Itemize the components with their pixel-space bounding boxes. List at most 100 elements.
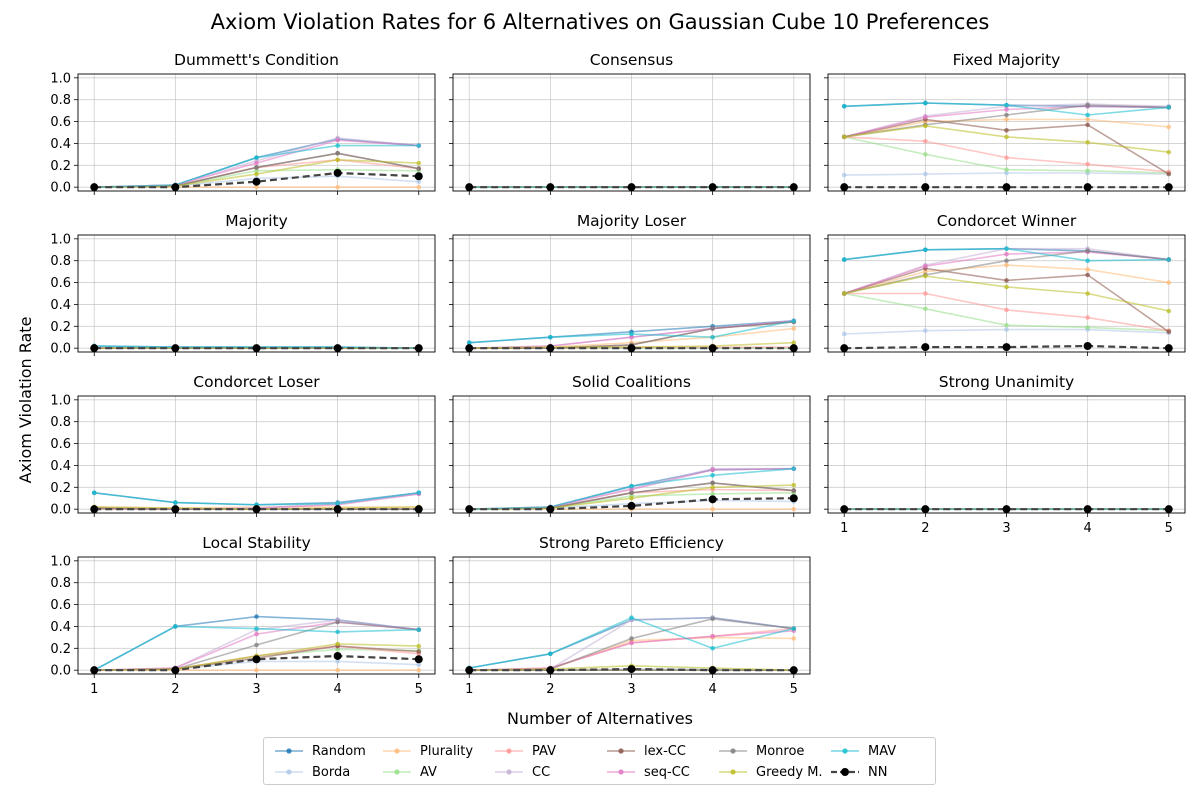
data-point-monroe xyxy=(629,636,634,641)
data-point-lex-cc xyxy=(1166,329,1172,335)
data-point-nn xyxy=(627,344,636,353)
y-tick-label: 0.6 xyxy=(50,115,71,130)
y-tick-label: 0.2 xyxy=(50,481,71,496)
legend-entry-borda: Borda xyxy=(274,762,350,782)
data-point-greedy-m xyxy=(710,485,715,490)
data-point-greedy-m xyxy=(629,495,634,501)
data-point-pav xyxy=(1004,155,1009,160)
data-point-nn xyxy=(90,344,99,353)
subplot-title: Dummett's Condition xyxy=(174,51,339,69)
legend-label: MAV xyxy=(868,743,897,759)
data-point-greedy-m xyxy=(254,171,259,177)
data-point-nn xyxy=(414,344,423,353)
data-point-nn xyxy=(1002,183,1011,192)
data-point-mav xyxy=(710,646,715,651)
subplot-title: Majority xyxy=(225,212,288,230)
legend-swatch-pav xyxy=(495,748,523,754)
y-tick-label: 1.0 xyxy=(50,393,71,408)
legend-label: NN xyxy=(868,764,888,780)
data-point-nn xyxy=(252,505,261,514)
data-point-nn xyxy=(414,172,423,181)
data-point-nn xyxy=(708,495,717,504)
data-point-plurality xyxy=(416,184,422,190)
data-point-nn xyxy=(627,183,636,192)
data-point-pav xyxy=(1004,307,1009,313)
data-point-nn xyxy=(90,666,99,675)
data-point-av xyxy=(1085,325,1090,330)
subplot-title: Local Stability xyxy=(202,534,311,552)
data-point-nn xyxy=(840,344,849,353)
y-tick-label: 0.6 xyxy=(50,276,71,291)
data-point-mav xyxy=(548,334,553,340)
subplot-title: Condorcet Loser xyxy=(193,373,320,391)
legend-entry-cc: CC xyxy=(494,762,550,782)
data-point-greedy-m xyxy=(1085,140,1090,145)
subplot-local-stability: Local Stability 0.0 0.2 0.4 0.6 0.8 1.0 1 2 3 4 5 xyxy=(50,534,436,697)
data-point-greedy-m xyxy=(1004,284,1009,290)
data-point-nn xyxy=(1083,341,1092,350)
y-tick-label: 0.2 xyxy=(50,159,71,174)
data-point-mav xyxy=(841,257,847,262)
data-point-plurality xyxy=(335,184,340,190)
data-point-nn xyxy=(840,183,849,192)
legend-entry-monroe: Monroe xyxy=(718,741,804,761)
data-point-seq-cc xyxy=(629,334,634,340)
data-point-lex-cc xyxy=(1085,122,1090,128)
data-point-plurality xyxy=(791,326,797,331)
data-point-mav xyxy=(710,334,715,340)
legend: Random Borda Plurality AV PAV CC lex-CC seq-CC M… xyxy=(263,737,936,785)
data-point-mav xyxy=(791,626,797,631)
data-point-seq-cc xyxy=(335,137,340,143)
data-point-nn xyxy=(627,501,636,510)
subplot-title: Fixed Majority xyxy=(953,51,1061,69)
y-tick-label: 0.8 xyxy=(50,254,71,269)
x-tick-label: 3 xyxy=(252,682,260,697)
data-point-seq-cc xyxy=(1004,251,1009,257)
y-tick-label: 0.0 xyxy=(50,342,71,357)
legend-entry-av: AV xyxy=(382,762,437,782)
data-point-nn xyxy=(1002,343,1011,352)
data-point-nn xyxy=(921,343,930,352)
data-point-plurality xyxy=(710,506,715,512)
data-point-mav xyxy=(1166,257,1172,262)
subplot-title: Strong Unanimity xyxy=(939,373,1074,391)
y-tick-label: 0.8 xyxy=(50,93,71,108)
data-point-seq-cc xyxy=(629,487,634,492)
data-point-nn xyxy=(708,666,717,675)
data-point-mav xyxy=(335,629,340,635)
data-point-seq-cc xyxy=(710,467,715,473)
data-point-mav xyxy=(173,624,178,629)
data-point-mav xyxy=(254,626,259,631)
data-point-mav xyxy=(791,466,797,472)
data-point-nn xyxy=(90,505,99,514)
legend-swatch-av xyxy=(383,769,411,775)
data-point-plurality xyxy=(1004,262,1009,268)
x-tick-label: 5 xyxy=(415,682,423,697)
legend-label: Greedy M. xyxy=(756,764,823,780)
subplot-dummett-s-condition: Dummett's Condition 0.0 0.2 0.4 0.6 0.8 1.0 xyxy=(50,51,436,196)
data-point-mav xyxy=(416,490,422,496)
subplot-title: Condorcet Winner xyxy=(937,212,1077,230)
legend-swatch-plurality xyxy=(383,748,411,754)
data-point-lex-cc xyxy=(1085,272,1090,278)
y-tick-label: 0.8 xyxy=(50,415,71,430)
data-point-nn xyxy=(921,505,930,514)
legend-entry-mav: MAV xyxy=(830,741,896,761)
data-point-lex-cc xyxy=(416,649,422,654)
data-point-plurality xyxy=(1166,280,1172,285)
data-point-monroe xyxy=(1004,258,1009,263)
legend-entry-random: Random xyxy=(274,741,366,761)
data-point-av xyxy=(335,647,340,652)
data-point-seq-cc xyxy=(254,631,259,637)
series-line-nn xyxy=(469,667,794,672)
data-point-nn xyxy=(546,183,555,192)
data-point-nn xyxy=(90,183,99,192)
data-point-nn xyxy=(1083,505,1092,514)
data-point-nn xyxy=(789,494,798,503)
data-point-greedy-m xyxy=(923,273,928,279)
subplot-title: Consensus xyxy=(590,51,674,69)
data-point-monroe xyxy=(416,166,422,171)
data-point-monroe xyxy=(710,616,715,622)
data-point-greedy-m xyxy=(1085,291,1090,296)
data-point-plurality xyxy=(1085,117,1090,122)
